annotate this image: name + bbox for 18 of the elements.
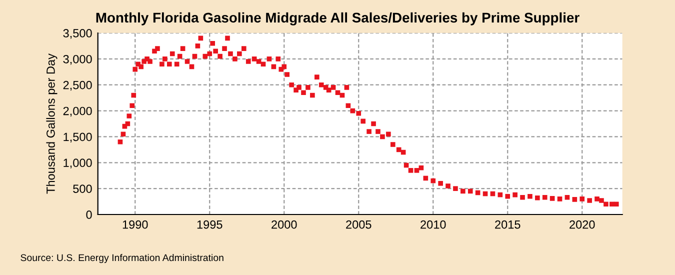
source-note: Source: U.S. Energy Information Administration	[20, 254, 224, 264]
x-tick-label: 2010	[420, 220, 446, 229]
y-tick-label: 500	[73, 184, 92, 193]
x-tick-label: 1995	[197, 220, 222, 229]
y-tick-label: 3,000	[63, 54, 92, 65]
y-tick-label: 2,500	[63, 80, 92, 91]
y-tick-label: 2,000	[63, 106, 92, 117]
x-tick-label: 2000	[272, 220, 297, 229]
y-tick-label: 3,500	[63, 29, 92, 39]
chart-title: Monthly Florida Gasoline Midgrade All Sales/Deliveries by Prime Supplier	[96, 12, 580, 26]
x-tick-label: 2015	[495, 220, 520, 229]
x-tick-label: 2005	[346, 220, 372, 229]
y-axis-title: Thousand Gallons per Day	[46, 54, 58, 194]
y-tick-label: 0	[86, 210, 92, 219]
y-tick-label: 1,500	[64, 132, 92, 143]
x-tick-label: 1990	[122, 220, 148, 229]
x-tick-label: 2020	[570, 220, 595, 229]
y-tick-label: 1,000	[64, 158, 92, 168]
